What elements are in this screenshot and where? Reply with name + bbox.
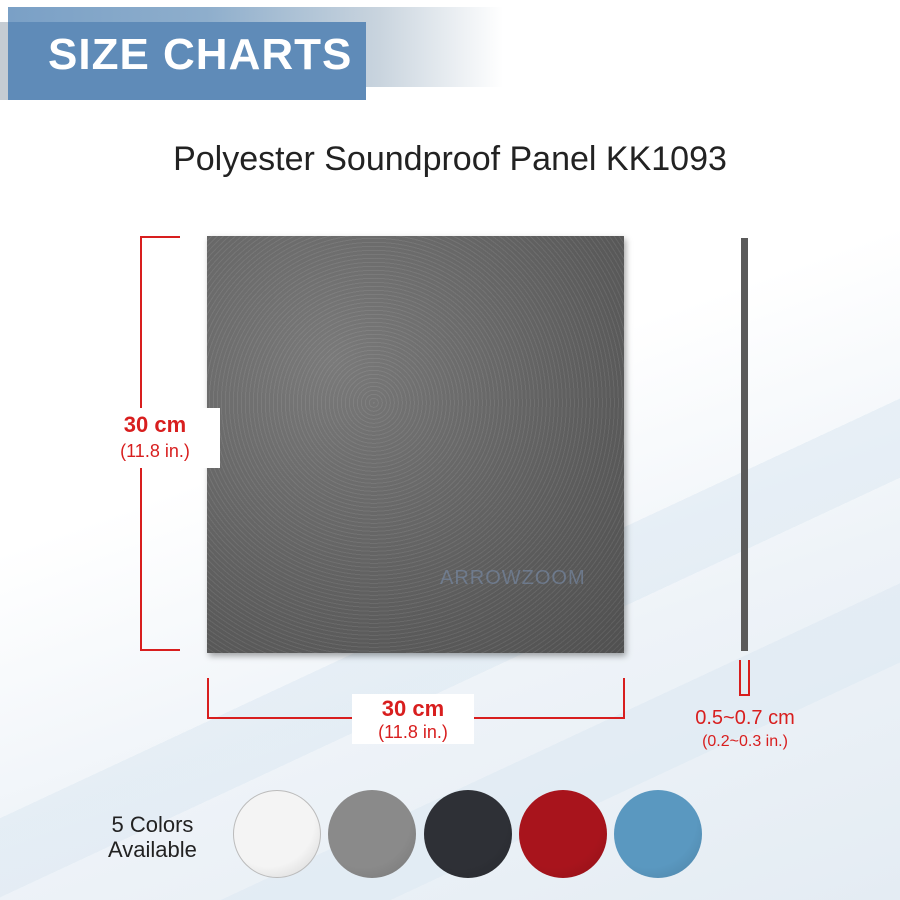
- height-label-bg: [90, 408, 220, 468]
- swatch-blue: [614, 790, 702, 878]
- product-title: Polyester Soundproof Panel KK1093: [173, 140, 727, 178]
- panel-side-image: [741, 238, 748, 651]
- height-imperial: (11.8 in.): [120, 441, 190, 461]
- swatch-white: [233, 790, 321, 878]
- width-metric: 30 cm: [381, 696, 445, 721]
- width-label-bg: [352, 694, 474, 744]
- banner: [8, 22, 366, 100]
- colors-label: 5 Colors Available: [108, 812, 197, 862]
- colors-label-line2: Available: [108, 837, 197, 862]
- width-imperial: (11.8 in.): [378, 722, 448, 742]
- thickness-metric: 0.5~0.7 cm: [695, 707, 795, 729]
- swatch-black: [424, 790, 512, 878]
- watermark: ARROWZOOM: [440, 567, 586, 589]
- thickness-tick-right: [748, 660, 750, 696]
- banner-label: SIZE CHARTS: [48, 30, 353, 79]
- thickness-tick-left: [739, 660, 741, 696]
- thickness-line: [739, 694, 750, 696]
- swatch-red: [519, 790, 607, 878]
- height-tick-bottom: [140, 649, 180, 651]
- thickness-imperial: (0.2~0.3 in.): [702, 733, 788, 750]
- swatch-grey: [328, 790, 416, 878]
- width-tick-right: [623, 678, 625, 719]
- colors-label-line1: 5 Colors: [111, 812, 194, 837]
- width-tick-left: [207, 678, 209, 719]
- panel-front-image: [207, 236, 624, 653]
- height-tick-top: [140, 236, 180, 238]
- height-metric: 30 cm: [123, 412, 187, 437]
